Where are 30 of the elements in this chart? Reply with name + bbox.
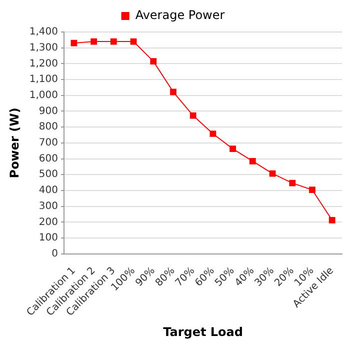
y-tick-label: 100 bbox=[38, 232, 58, 244]
y-tick-label: 500 bbox=[38, 169, 58, 180]
point bbox=[289, 180, 296, 186]
point bbox=[249, 158, 256, 164]
point bbox=[150, 58, 157, 65]
point bbox=[70, 40, 78, 46]
y-tick-label: 1,200 bbox=[29, 58, 58, 70]
point bbox=[210, 130, 216, 137]
point bbox=[110, 38, 117, 45]
y-tick-label: 0 bbox=[52, 248, 58, 260]
point bbox=[90, 38, 97, 45]
point bbox=[230, 146, 236, 152]
y-tick-label: 800 bbox=[38, 122, 58, 133]
y-tick-label: 1,300 bbox=[29, 42, 58, 54]
y-axis-title: Power (W) bbox=[7, 108, 22, 178]
y-tick-label: 300 bbox=[38, 200, 58, 212]
y-tick-label: 200 bbox=[38, 216, 58, 228]
y-tick-label: 600 bbox=[38, 153, 58, 164]
point bbox=[309, 186, 316, 194]
point bbox=[170, 88, 176, 96]
y-tick-label: 1,100 bbox=[29, 74, 58, 86]
point bbox=[328, 216, 336, 224]
y-tick-label: 900 bbox=[38, 106, 58, 117]
y-tick-label: 400 bbox=[38, 185, 58, 196]
y-tick-label: 1,400 bbox=[29, 26, 58, 38]
x-axis-title: Target Load bbox=[163, 324, 243, 339]
point bbox=[190, 112, 196, 119]
y-tick-label: 1,000 bbox=[29, 90, 58, 101]
y-tick-label: 700 bbox=[38, 138, 58, 149]
legend-label: Average Power bbox=[135, 8, 225, 22]
